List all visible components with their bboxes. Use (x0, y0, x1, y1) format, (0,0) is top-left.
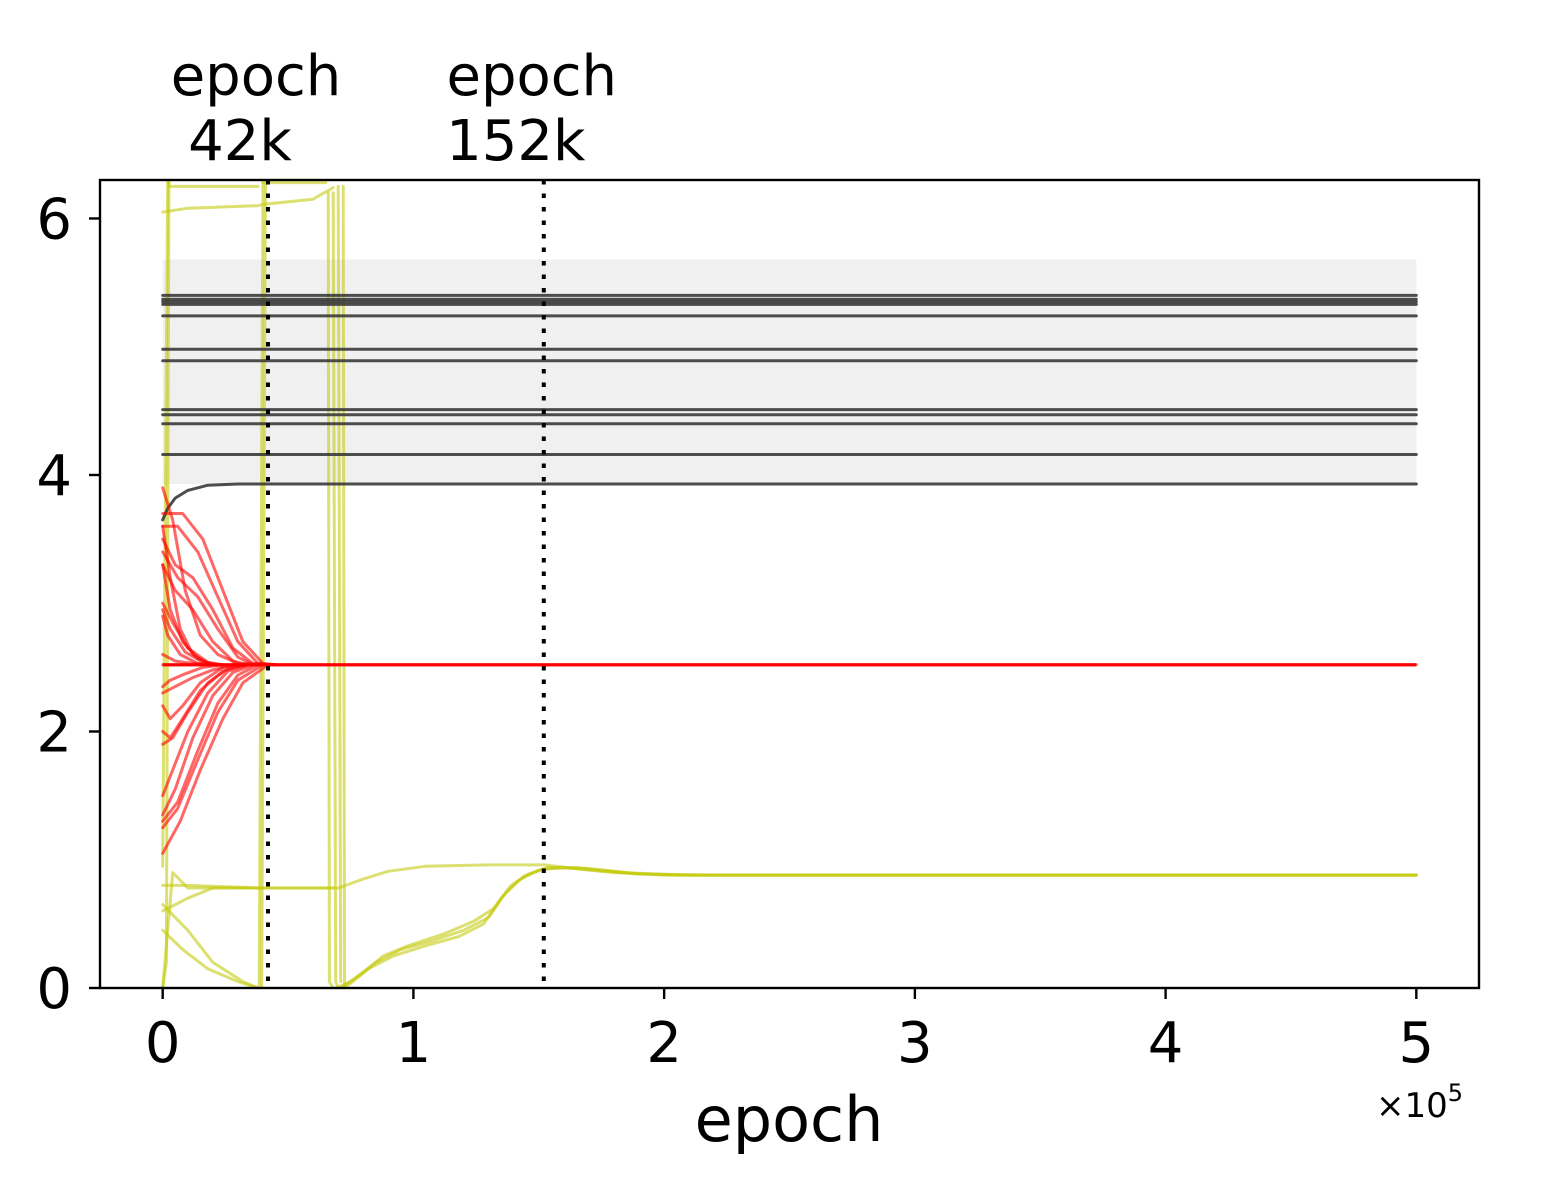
epoch-marker-label-line1: epoch (447, 44, 618, 109)
epoch-marker-label-line2: 42k (188, 109, 292, 174)
series-line-red (161, 663, 250, 746)
x-tick-label: 0 (145, 1011, 181, 1076)
series-layer (161, 180, 1418, 988)
series-line-red (161, 663, 270, 855)
shaded-band-layer (162, 259, 1417, 484)
epoch-marker-label-line2: 152k (446, 109, 586, 174)
x-tick-label: 1 (396, 1011, 432, 1076)
series-line-red (161, 663, 250, 798)
x-tick-label: 2 (646, 1011, 682, 1076)
x-axis: 0 1 2 3 4 5 (145, 988, 1434, 1076)
shaded-band (162, 259, 1417, 484)
x-tick-label: 4 (1148, 1011, 1184, 1076)
series-line-red (161, 663, 240, 721)
plot-frame (98, 178, 1481, 990)
y-tick-label: 0 (36, 957, 72, 1022)
series-line-yellow (343, 865, 1418, 988)
series-line-yellow (161, 886, 265, 913)
series-line-red (161, 663, 255, 817)
x-axis-label: epoch (695, 1083, 884, 1156)
series-line-yellow (336, 184, 343, 984)
x-tick-label: 5 (1398, 1011, 1434, 1076)
y-axis: 0 2 4 6 (36, 187, 100, 1022)
series-line-yellow (161, 903, 260, 988)
series-line-red (161, 663, 225, 689)
series-line-yellow (161, 186, 335, 214)
y-tick-label: 4 (36, 444, 72, 509)
x-axis-multiplier-exponent: 5 (1448, 1079, 1463, 1107)
x-tick-label: 3 (897, 1011, 933, 1076)
y-tick-label: 6 (36, 187, 72, 252)
series-line-yellow (167, 180, 260, 188)
x-axis-multiplier-base: ×10 (1376, 1086, 1448, 1126)
series-line-red (161, 663, 265, 830)
series-line-yellow (341, 184, 346, 988)
y-tick-label: 2 (36, 700, 72, 765)
x-axis-multiplier: ×105 (1376, 1079, 1463, 1126)
epoch-marker-label-line1: epoch (171, 44, 342, 109)
series-line-red (161, 550, 255, 667)
series-line-red (161, 663, 260, 823)
